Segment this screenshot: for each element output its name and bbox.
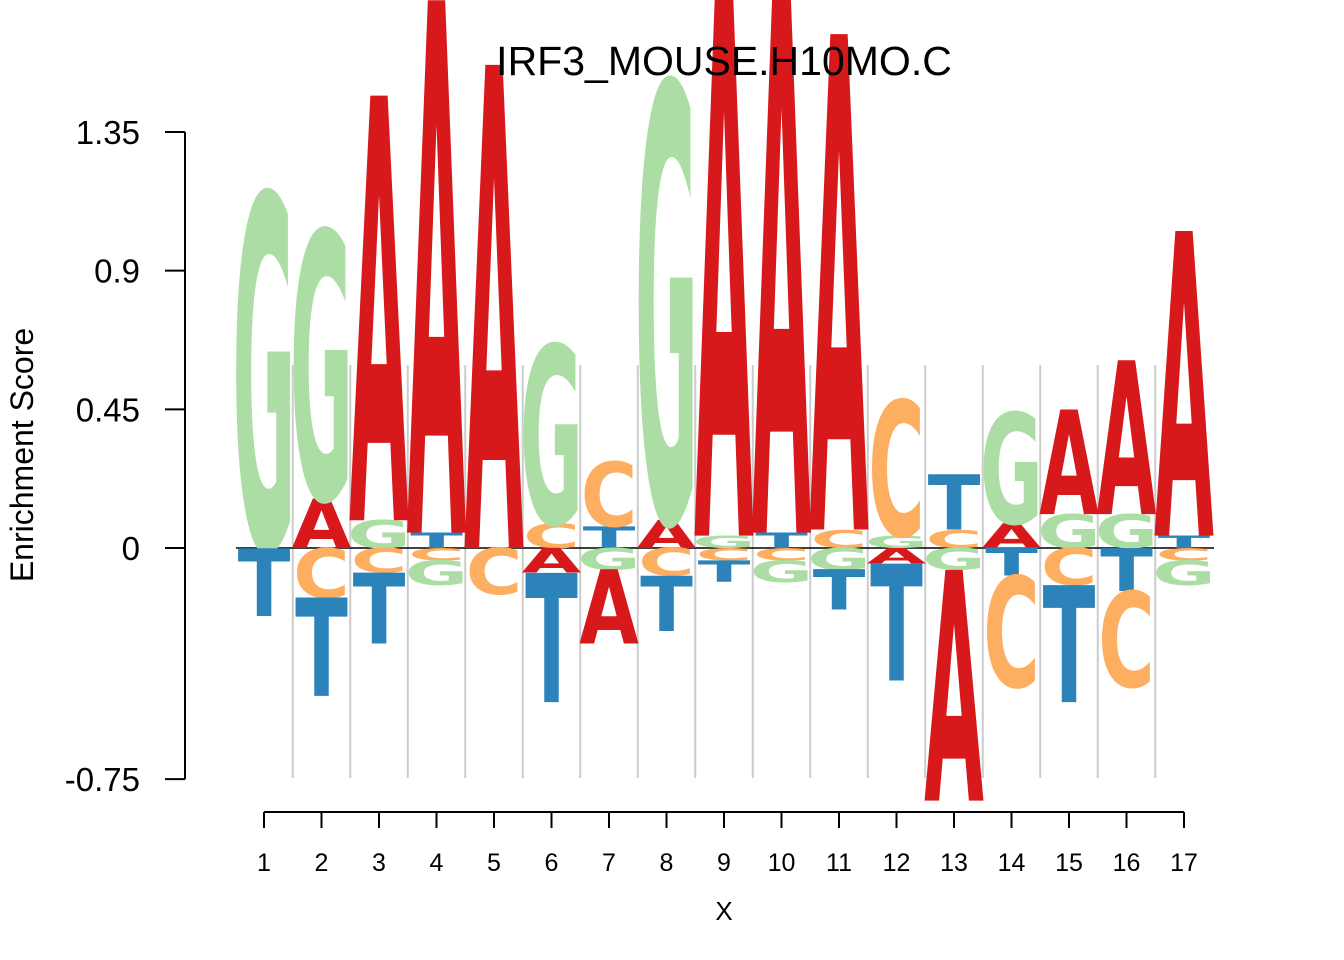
logo-letter-a-pos9-up: A bbox=[694, 0, 754, 716]
logo-letter-a-pos15-up: A bbox=[1039, 382, 1099, 549]
x-tick-label: 7 bbox=[602, 849, 616, 877]
grid-lines bbox=[291, 365, 1157, 778]
logo-letter-c-pos7-up: C bbox=[581, 444, 638, 547]
x-tick-label: 6 bbox=[545, 849, 559, 877]
logo-letter-c-pos8-down: C bbox=[638, 541, 695, 585]
logo-letter-a-pos16-up: A bbox=[1097, 320, 1157, 564]
y-tick-label: 0.45 bbox=[76, 391, 140, 428]
logo-letter-t-pos17-up: T bbox=[1158, 533, 1211, 553]
logo-letter-t-pos13-up: T bbox=[928, 460, 981, 548]
logo-letter-a-pos6-down: A bbox=[522, 542, 582, 581]
y-tick-label: -0.75 bbox=[65, 761, 140, 798]
logo-letter-a-pos10-up: A bbox=[752, 0, 812, 713]
logo-letter-g-pos2-up: G bbox=[290, 158, 353, 586]
logo-letter-g-pos11-down: G bbox=[807, 542, 870, 576]
logo-letter-t-pos6-down: T bbox=[525, 539, 578, 745]
logo-letter-a-pos12-down: A bbox=[867, 544, 927, 568]
x-axis: 1 2 3 4 5 6 7 8 9 10 11 12 13 14 15 16 17 bbox=[257, 811, 1198, 877]
chart-title-group: IRF3_MOUSE.H10MO.C bbox=[496, 38, 952, 84]
logo-letter-t-pos14-down: T bbox=[985, 541, 1038, 585]
logo-letter-g-pos12-up: G bbox=[865, 533, 928, 553]
x-axis-label: X bbox=[715, 896, 732, 926]
logo-letter-c-pos10-down: C bbox=[753, 545, 810, 565]
x-tick-label: 1 bbox=[257, 849, 271, 877]
logo-letter-g-pos16-up: G bbox=[1095, 506, 1158, 560]
logo-letter-a-pos3-up: A bbox=[349, 0, 409, 658]
logo-letter-a-pos14-up: A bbox=[982, 517, 1042, 556]
logo-letter-c-pos17-down: C bbox=[1156, 545, 1213, 565]
logo-letter-c-pos13-up: C bbox=[926, 525, 983, 555]
x-tick-label: 8 bbox=[660, 849, 674, 877]
logo-letter-a-pos7-down: A bbox=[579, 550, 639, 668]
logo-letter-c-pos9-down: C bbox=[696, 545, 753, 565]
logo-letter-g-pos4-down: G bbox=[405, 554, 468, 593]
x-tick-label: 4 bbox=[430, 849, 444, 877]
y-tick-label: 0.9 bbox=[94, 253, 140, 290]
logo-letter-c-pos11-up: C bbox=[811, 525, 868, 555]
logo-letter-c-pos15-down: C bbox=[1041, 538, 1098, 597]
logo-letter-g-pos6-up: G bbox=[520, 297, 583, 582]
logo-letter-a-pos8-up: A bbox=[637, 514, 697, 558]
logo-letter-t-pos8-down: T bbox=[640, 562, 693, 650]
logo-letter-g-pos3-up: G bbox=[347, 514, 410, 558]
x-tick-label: 5 bbox=[487, 849, 501, 877]
logo-letter-t-pos9-down: T bbox=[698, 555, 751, 589]
logo-letter-a-pos2-up: A bbox=[292, 487, 352, 565]
logo-letter-c-pos12-up: C bbox=[868, 363, 925, 580]
logo-letter-t-pos12-down: T bbox=[870, 531, 923, 718]
x-tick-label: 14 bbox=[998, 849, 1026, 877]
logo-letter-g-pos13-down: G bbox=[922, 542, 985, 576]
logo-letter-c-pos6-up: C bbox=[523, 517, 580, 556]
x-tick-label: 10 bbox=[768, 849, 796, 877]
x-tick-label: 17 bbox=[1170, 849, 1198, 877]
logo-letter-c-pos14-down: C bbox=[983, 547, 1040, 724]
x-tick-label: 3 bbox=[372, 849, 386, 877]
logo-letter-g-pos14-up: G bbox=[980, 383, 1043, 560]
y-axis-label: Enrichment Score bbox=[4, 328, 40, 582]
chart-title: IRF3_MOUSE.H10MO.C bbox=[496, 38, 952, 84]
logo-letter-t-pos16-down: T bbox=[1100, 537, 1153, 606]
logo-letter-c-pos4-down: C bbox=[408, 545, 465, 565]
logo-letter-a-pos4-up: A bbox=[407, 0, 467, 706]
logo-letter-t-pos2-down: T bbox=[295, 571, 348, 728]
x-tick-label: 12 bbox=[883, 849, 911, 877]
logo-letter-g-pos17-down: G bbox=[1152, 554, 1215, 593]
logo-letter-a-pos5-up: A bbox=[464, 0, 524, 705]
y-axis: -0.75 0 0.45 0.9 1.35 bbox=[65, 114, 186, 798]
logo-letter-a-pos17-up: A bbox=[1154, 148, 1214, 635]
x-tick-label: 16 bbox=[1113, 849, 1141, 877]
logo-letter-g-pos10-down: G bbox=[750, 555, 813, 589]
logo-letter-g-pos15-up: G bbox=[1037, 506, 1100, 560]
x-tick-label: 13 bbox=[940, 849, 968, 877]
x-tick-label: 11 bbox=[826, 849, 852, 877]
logo-letter-a-pos11-up: A bbox=[809, 0, 869, 691]
logo-letter-t-pos11-down: T bbox=[813, 559, 866, 623]
x-tick-label: 15 bbox=[1055, 849, 1083, 877]
logo-letter-t-pos3-down: T bbox=[353, 554, 406, 667]
logo-letter-t-pos15-down: T bbox=[1043, 553, 1096, 740]
logo-letter-g-pos9-up: G bbox=[692, 533, 755, 553]
logo-letter-c-pos2-down: C bbox=[293, 536, 350, 614]
y-tick-label: 1.35 bbox=[76, 114, 140, 151]
logo-letter-c-pos3-down: C bbox=[351, 542, 408, 581]
logo-letter-g-pos7-down: G bbox=[577, 542, 640, 576]
logo-letter-t-pos4-up: T bbox=[410, 529, 463, 553]
x-tick-label: 9 bbox=[717, 849, 731, 877]
logo-letter-t-pos1-down: T bbox=[238, 531, 291, 639]
logo-letter-g-pos8-up: G bbox=[635, 0, 698, 662]
y-tick-label: 0 bbox=[122, 530, 140, 567]
logo-letter-c-pos16-down: C bbox=[1098, 566, 1155, 718]
x-tick-label: 2 bbox=[315, 849, 329, 877]
logo-letter-t-pos7-up: T bbox=[583, 521, 636, 555]
logo-letter-c-pos5-down: C bbox=[466, 536, 523, 610]
logo-letter-g-pos1-up: G bbox=[232, 97, 295, 663]
logo-letter-t-pos10-up: T bbox=[755, 529, 808, 553]
